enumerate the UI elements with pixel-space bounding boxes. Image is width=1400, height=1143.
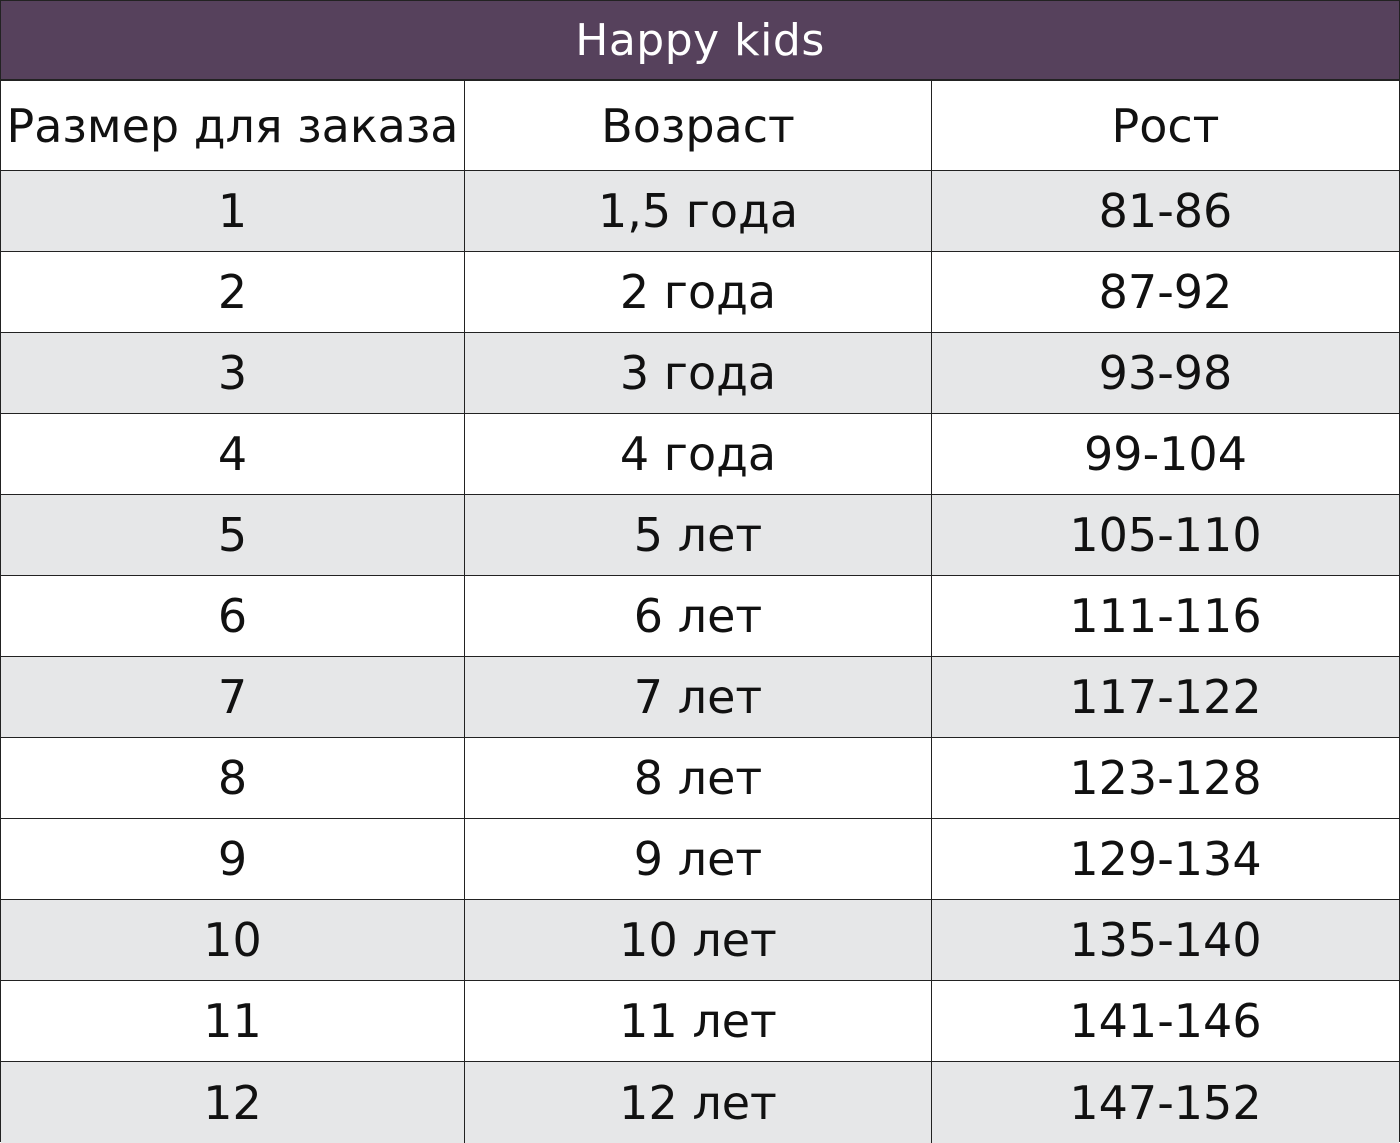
table-row: 5 5 лет 105-110	[1, 495, 1399, 576]
table-row: 7 7 лет 117-122	[1, 657, 1399, 738]
height-cell: 129-134	[1069, 832, 1262, 886]
age-cell: 2 года	[465, 252, 932, 332]
size-cell: 11	[1, 981, 465, 1061]
age-cell: 12 лет	[465, 1062, 932, 1143]
height-cell: 117-122	[1069, 670, 1262, 724]
height-cell: 141-146	[1069, 994, 1262, 1048]
size-cell: 7	[1, 657, 465, 737]
table-row: 1 1,5 года 81-86	[1, 171, 1399, 252]
height-cell: 87-92	[1098, 265, 1233, 319]
header-age: Возраст	[465, 81, 932, 170]
age-cell: 11 лет	[465, 981, 932, 1061]
size-cell: 1	[1, 171, 465, 251]
table-row: 3 3 года 93-98	[1, 333, 1399, 414]
age-cell: 8 лет	[465, 738, 932, 818]
age-cell: 9 лет	[465, 819, 932, 899]
height-cell: 105-110	[1069, 508, 1262, 562]
table-row: 9 9 лет 129-134	[1, 819, 1399, 900]
height-cell: 111-116	[1069, 589, 1262, 643]
table-title: Happy kids	[1, 1, 1399, 81]
age-cell: 6 лет	[465, 576, 932, 656]
size-cell: 6	[1, 576, 465, 656]
header-order-size: Размер для заказа	[1, 81, 465, 170]
height-cell: 147-152	[1069, 1075, 1262, 1130]
size-cell: 10	[1, 900, 465, 980]
age-cell: 1,5 года	[465, 171, 932, 251]
header-row: Размер для заказа Возраст Рост	[1, 81, 1399, 171]
table-row: 12 12 лет 147-152	[1, 1062, 1399, 1143]
age-cell: 5 лет	[465, 495, 932, 575]
header-height: Рост	[1111, 98, 1220, 153]
table-row: 6 6 лет 111-116	[1, 576, 1399, 657]
size-cell: 5	[1, 495, 465, 575]
size-cell: 8	[1, 738, 465, 818]
size-cell: 3	[1, 333, 465, 413]
height-cell: 135-140	[1069, 913, 1262, 967]
height-cell: 99-104	[1084, 427, 1247, 481]
size-cell: 2	[1, 252, 465, 332]
table-row: 10 10 лет 135-140	[1, 900, 1399, 981]
age-cell: 4 года	[465, 414, 932, 494]
age-cell: 7 лет	[465, 657, 932, 737]
age-cell: 3 года	[465, 333, 932, 413]
table-row: 2 2 года 87-92	[1, 252, 1399, 333]
height-cell: 93-98	[1098, 346, 1233, 400]
size-cell: 12	[1, 1062, 465, 1143]
height-cell: 123-128	[1069, 751, 1262, 805]
table-row: 8 8 лет 123-128	[1, 738, 1399, 819]
size-cell: 9	[1, 819, 465, 899]
table-row: 4 4 года 99-104	[1, 414, 1399, 495]
table-row: 11 11 лет 141-146	[1, 981, 1399, 1062]
age-cell: 10 лет	[465, 900, 932, 980]
size-cell: 4	[1, 414, 465, 494]
height-cell: 81-86	[1098, 184, 1233, 238]
